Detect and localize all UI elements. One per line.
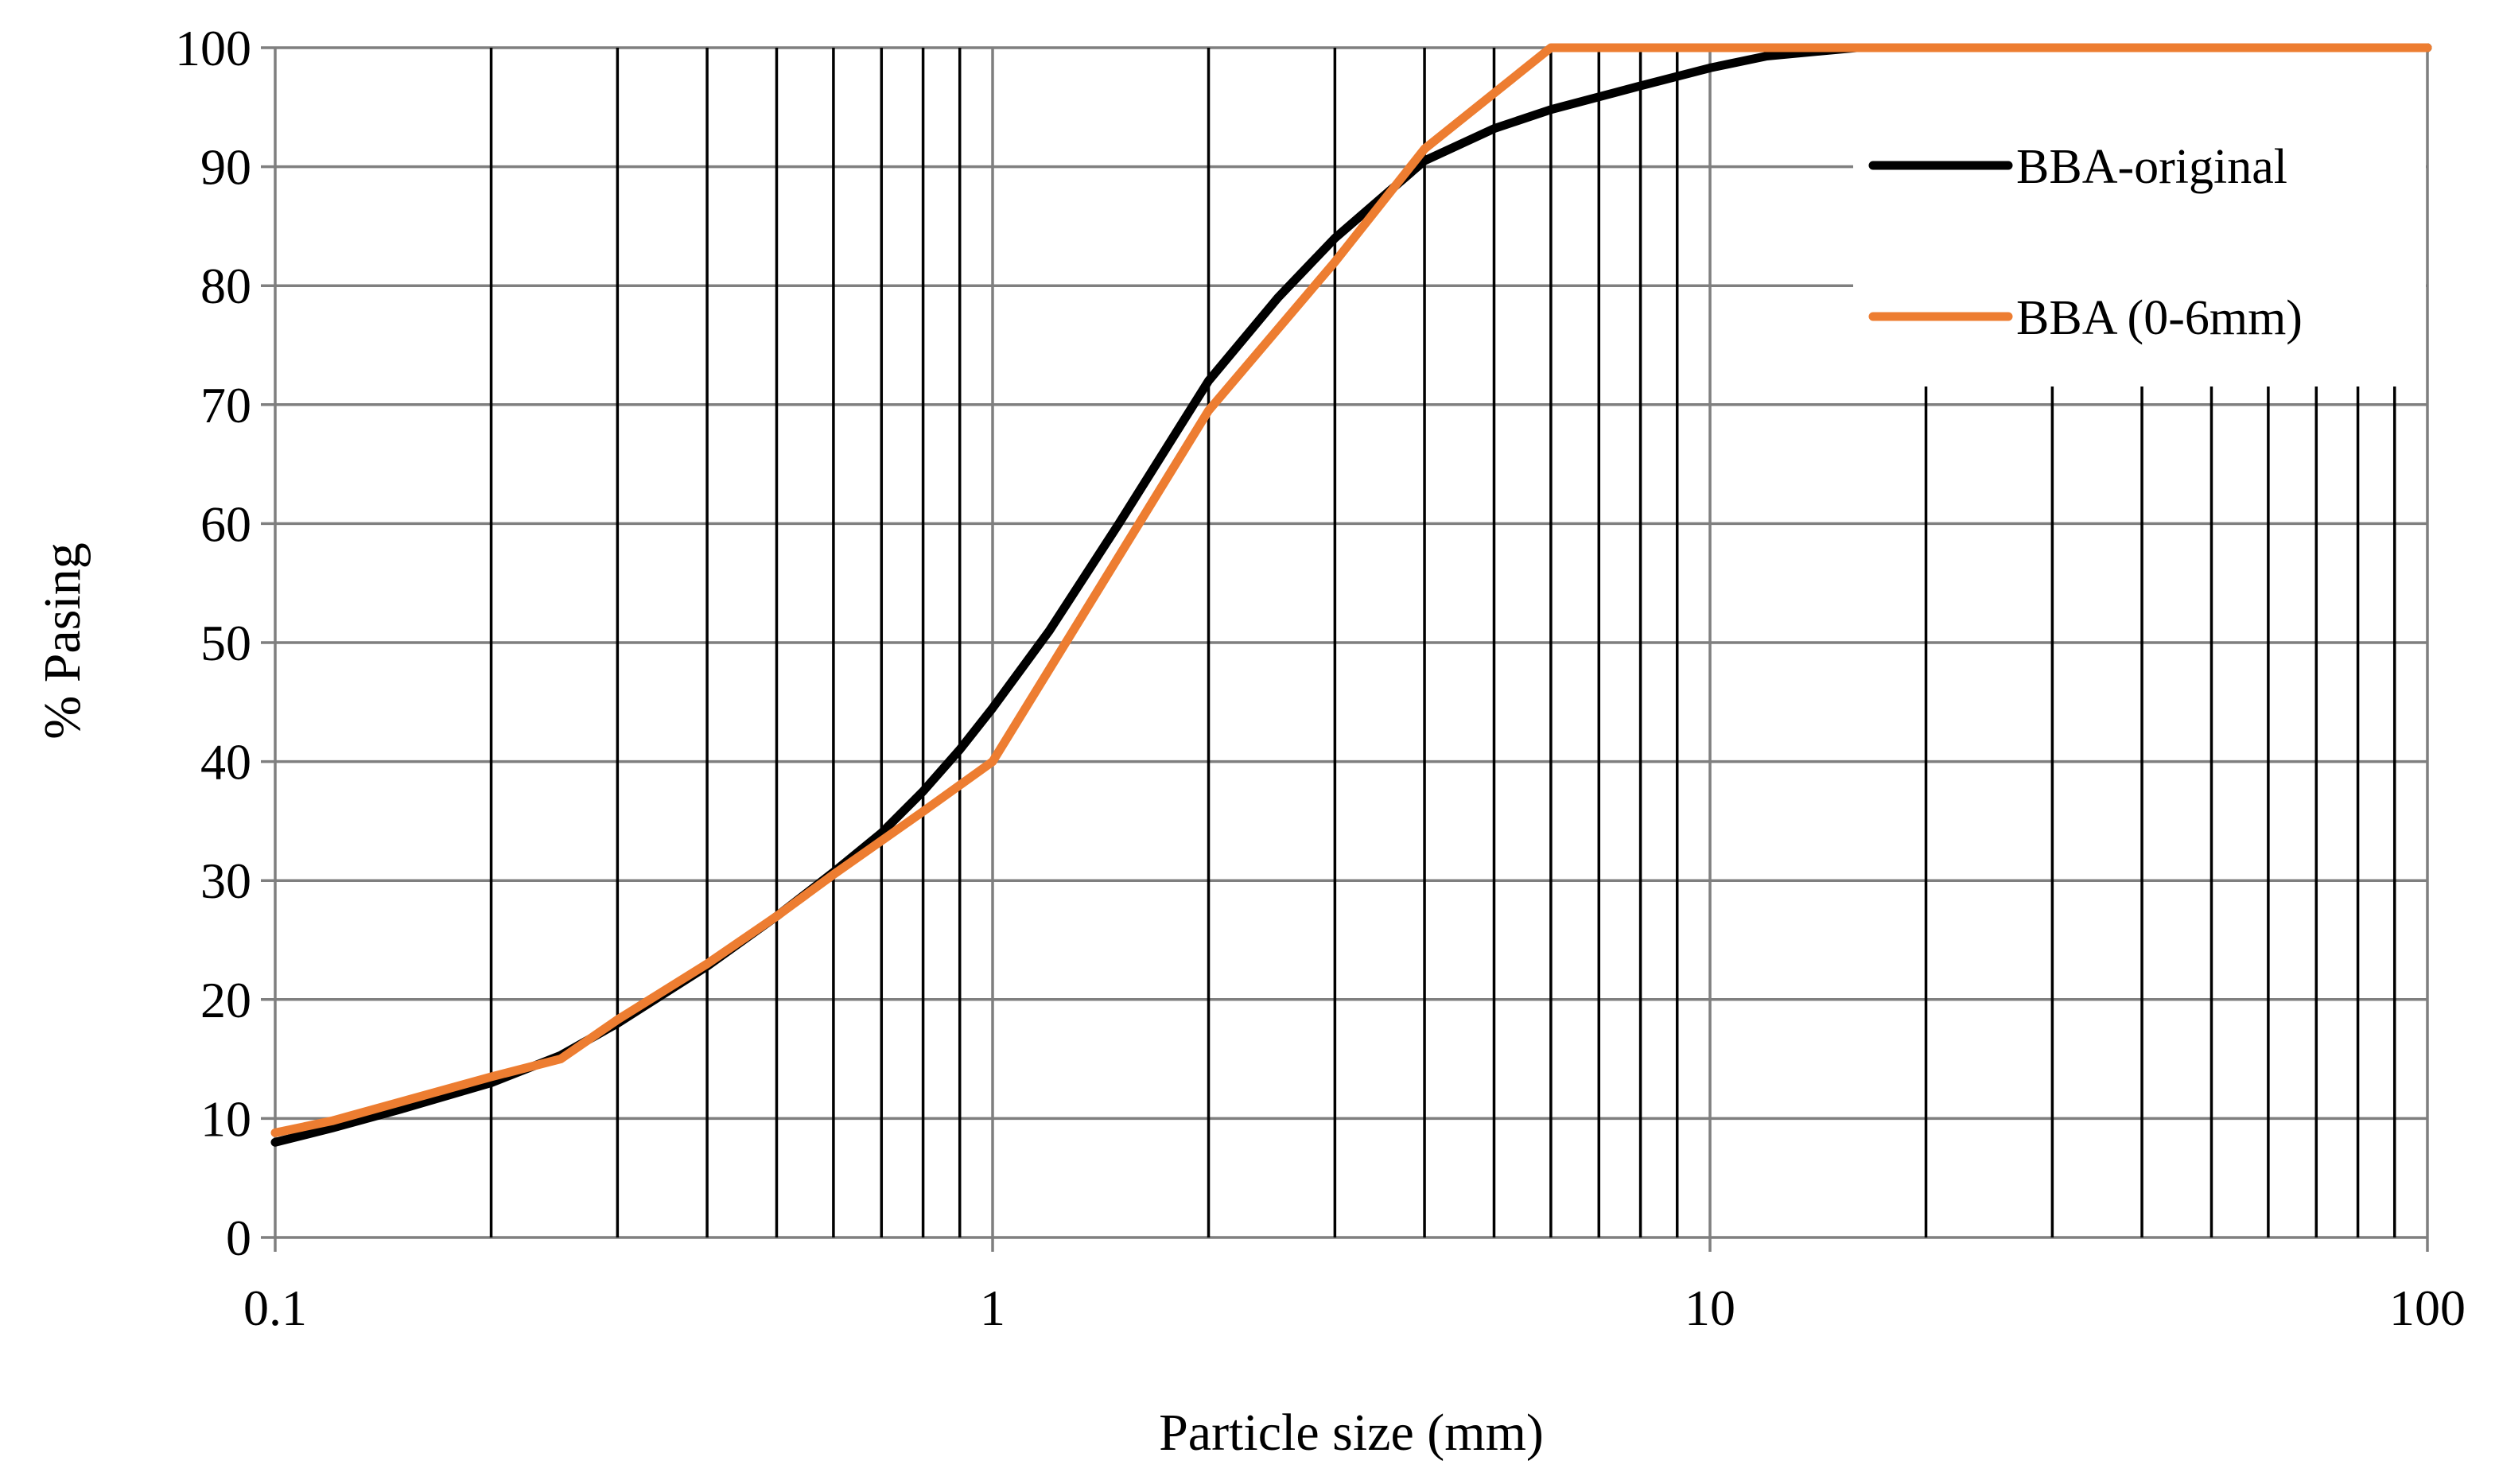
y-tick-label: 70 [200,377,251,433]
legend-background [1853,103,2426,387]
y-tick-label: 100 [175,20,251,76]
x-axis-title: Particle size (mm) [1159,1404,1544,1462]
y-tick-label: 30 [200,853,251,909]
y-tick-label: 50 [200,615,251,671]
y-tick-label: 80 [200,258,251,314]
x-tick-labels: 0.1 1 10 100 [243,1280,2466,1336]
x-tick-label: 100 [2389,1280,2466,1336]
y-tick-label: 10 [200,1090,251,1147]
x-tick-label: 1 [980,1280,1005,1336]
y-tick-label: 90 [200,139,251,196]
series-line-bba-0-6mm [270,43,2432,1137]
legend-label: BBA-original [2016,140,2287,194]
y-tick-labels: 0 10 20 30 40 50 60 70 80 90 100 [175,20,251,1266]
y-tick-label: 0 [226,1210,251,1266]
y-axis-title: % Pasing [33,542,91,740]
y-tick-label: 40 [200,734,251,791]
x-tick-label: 0.1 [243,1280,307,1336]
legend-label: BBA (0-6mm) [2016,291,2303,345]
x-tick-label: 10 [1685,1280,1735,1336]
y-tick-label: 60 [200,495,251,552]
y-tick-label: 20 [200,972,251,1028]
legend: BBA-original BBA (0-6mm) [1853,103,2426,387]
plot-area [261,43,2432,1252]
